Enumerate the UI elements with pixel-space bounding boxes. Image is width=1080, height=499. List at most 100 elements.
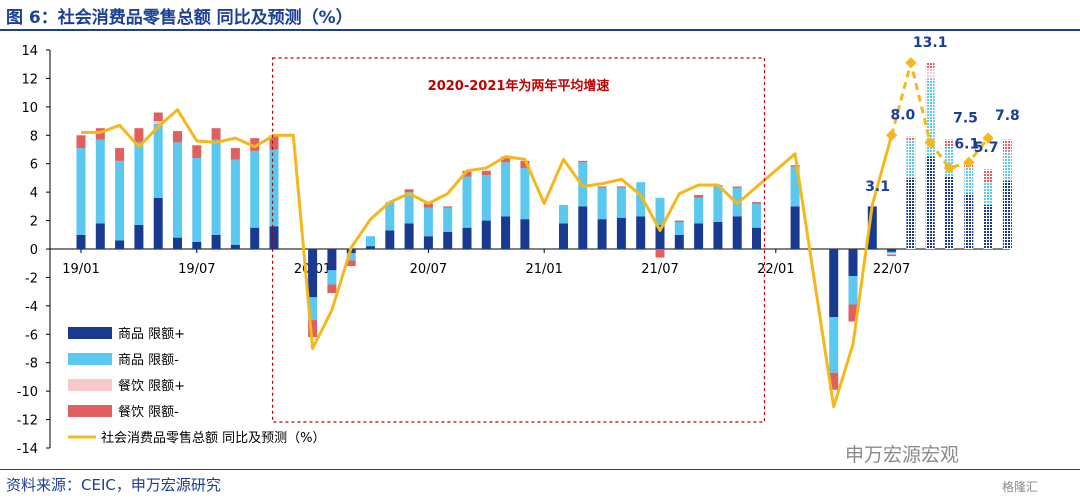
bar-goods_above (655, 224, 665, 249)
bar-catering_below (983, 169, 993, 183)
y-tick-label: 4 (30, 186, 38, 201)
bar-goods_above (752, 227, 761, 249)
legend-swatch-goods_above (68, 327, 112, 339)
y-tick-label: -2 (25, 271, 38, 286)
x-tick-label: 22/07 (873, 262, 910, 277)
forecast-point (943, 162, 956, 174)
legend-label: 餐饮 限额+ (118, 378, 185, 394)
bar-goods_above (95, 223, 105, 249)
bar-goods_above (887, 249, 897, 252)
y-tick-label: 10 (21, 101, 38, 116)
bar-goods_above (230, 244, 240, 249)
bar-goods_above (192, 241, 202, 249)
bar-goods_below (385, 202, 395, 231)
bar-goods_above (462, 227, 472, 249)
bar-catering_below (925, 62, 935, 69)
bar-goods_below (790, 166, 800, 207)
bar-catering_below (848, 304, 858, 322)
bar-goods_above (269, 226, 279, 249)
bar-goods_below (404, 192, 414, 224)
source-note: 资料来源：CEIC，申万宏源研究 (6, 476, 221, 494)
y-tick-label: 12 (21, 72, 38, 87)
bar-goods_above (211, 234, 221, 249)
bar-catering_below (578, 160, 588, 163)
bar-goods_above (848, 249, 858, 277)
bar-catering_below (173, 131, 182, 143)
bar-goods_above (867, 206, 877, 249)
bar-catering_below (230, 148, 240, 160)
legend-swatch-goods_below (68, 353, 112, 365)
bar-catering_below (616, 186, 626, 188)
bar-goods_above (945, 176, 954, 249)
bar-goods_above (578, 206, 588, 249)
bar-goods_above (385, 230, 395, 249)
bar-goods_above (250, 227, 260, 249)
data-label: 5.7 (974, 140, 999, 156)
bar-goods_above (829, 249, 839, 318)
footer-divider (0, 469, 1080, 470)
bar-goods_below (636, 182, 646, 217)
bar-goods_below (134, 142, 144, 225)
bar-catering_below (443, 206, 453, 208)
bar-catering_below (501, 156, 511, 163)
bar-goods_below (713, 186, 723, 222)
bar-goods_below (173, 142, 182, 238)
bar-goods_above (1002, 180, 1012, 249)
bar-catering_below (655, 249, 665, 258)
bar-catering_below (694, 194, 704, 198)
y-tick-label: -14 (17, 442, 38, 457)
bar-goods_above (616, 217, 626, 249)
legend-label: 餐饮 限额- (118, 404, 179, 420)
bar-goods_above (173, 237, 182, 249)
bar-goods_below (423, 207, 433, 237)
bar-goods_below (752, 203, 761, 228)
bar-catering_below (790, 165, 800, 167)
bar-goods_above (481, 220, 491, 249)
bar-catering_below (520, 160, 530, 168)
bar-goods_below (674, 221, 684, 235)
bar-catering_below (308, 320, 318, 338)
bar-catering_below (732, 186, 742, 188)
legend-label: 商品 限额+ (118, 327, 185, 342)
bar-catering_above (925, 68, 935, 79)
forecast-point (982, 132, 994, 144)
bar-catering_below (829, 372, 839, 390)
bar-goods_below (250, 150, 260, 228)
x-tick-label: 22/01 (757, 262, 794, 277)
bar-goods_below (346, 253, 356, 261)
data-label: 7.8 (995, 108, 1020, 124)
x-tick-label: 20/07 (410, 262, 447, 277)
y-tick-label: 8 (30, 129, 38, 144)
bar-goods_below (327, 270, 337, 285)
bar-goods_below (481, 175, 491, 221)
total-line-actual (81, 108, 894, 409)
page-title: 图 6：社会消费品零售总额 同比及预测（%） (6, 8, 353, 28)
bar-goods_below (829, 317, 839, 373)
bar-goods_above (906, 177, 916, 249)
data-label: 3.1 (865, 179, 890, 195)
bar-goods_above (925, 156, 935, 249)
bar-goods_above (520, 219, 530, 249)
y-tick-label: 0 (30, 243, 38, 258)
bar-goods_above (115, 240, 125, 249)
x-tick-label: 19/07 (178, 262, 215, 277)
bar-goods_below (655, 197, 665, 225)
bar-catering_below (211, 128, 221, 140)
forecast-point (905, 57, 917, 69)
bar-catering_below (346, 260, 356, 267)
bar-goods_below (597, 187, 607, 220)
y-tick-label: 6 (30, 158, 38, 173)
bar-catering_below (1002, 139, 1012, 151)
bar-goods_below (964, 167, 974, 194)
y-tick-label: -4 (25, 300, 38, 315)
bar-goods_below (559, 204, 568, 224)
y-tick-label: -10 (17, 385, 38, 400)
bar-goods_above (423, 236, 433, 249)
bar-goods_above (694, 223, 704, 249)
bar-goods_below (443, 207, 453, 232)
x-tick-label: 19/01 (62, 262, 99, 277)
data-label: 13.1 (913, 35, 948, 51)
annotation: 2020-2021年为两年平均增速 (272, 57, 766, 423)
bar-goods_above (674, 234, 684, 249)
bar-goods_above (790, 206, 800, 249)
